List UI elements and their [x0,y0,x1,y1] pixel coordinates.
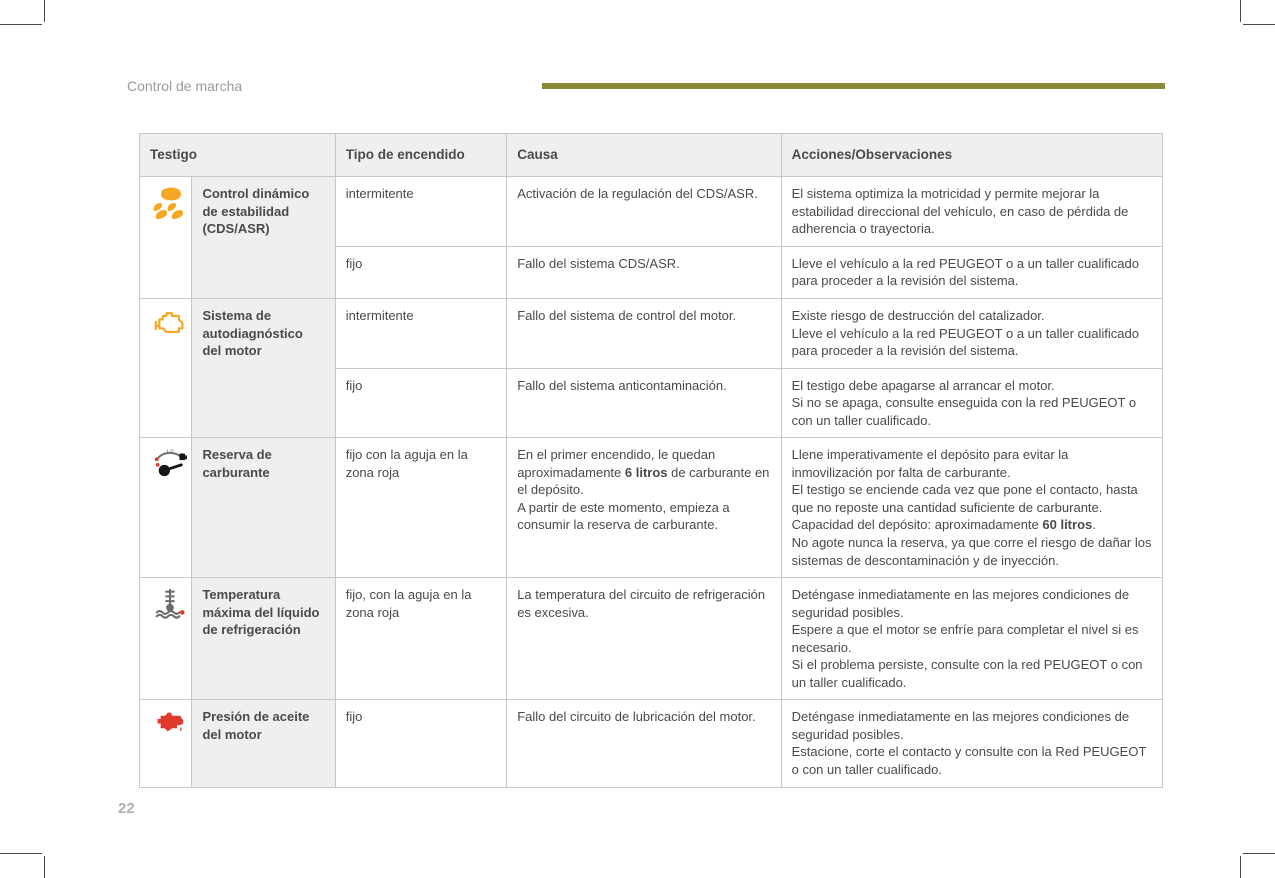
col-header-testigo: Testigo [140,134,336,177]
table-header-row: Testigo Tipo de encendido Causa Acciones… [140,134,1163,177]
header-accent-bar [542,83,1165,89]
stability-control-icon [150,185,190,221]
icon-cell [140,578,192,700]
fuel-reserve-icon: 1/2 [150,446,190,482]
table-row: Presión de aceite del motor fijo Fallo d… [140,700,1163,787]
engine-diagnostic-icon [150,307,190,343]
row-label: Reserva de carburante [192,438,335,578]
cell-type: fijo [335,368,507,438]
row-label: Presión de aceite del motor [192,700,335,787]
cell-type: intermitente [335,298,507,368]
icon-cell [140,177,192,299]
section-title: Control de marcha [127,78,262,94]
table-row: Temperatura máxima del líquido de refrig… [140,578,1163,700]
cell-type: fijo [335,700,507,787]
cell-type: fijo con la aguja en la zona roja [335,438,507,578]
icon-cell: 1/2 [140,438,192,578]
cell-cause: Fallo del sistema de control del motor. [507,298,781,368]
cell-cause: Fallo del sistema CDS/ASR. [507,246,781,298]
table-row: 1/2 Reserva de carburante fijo con la ag… [140,438,1163,578]
cell-action: Existe riesgo de destrucción del cataliz… [781,298,1162,368]
cell-cause: La temperatura del circuito de refrigera… [507,578,781,700]
cell-action: Deténgase inmediatamente en las mejores … [781,578,1162,700]
section-header: Control de marcha [127,79,1165,93]
warning-lights-table: Testigo Tipo de encendido Causa Acciones… [139,133,1163,788]
cell-cause: Activación de la regulación del CDS/ASR. [507,177,781,247]
cell-action: El testigo debe apagarse al arrancar el … [781,368,1162,438]
cell-cause: Fallo del sistema anticontaminación. [507,368,781,438]
cell-type: fijo, con la aguja en la zona roja [335,578,507,700]
coolant-temp-icon [150,586,190,622]
cell-cause: En el primer encendido, le quedan aproxi… [507,438,781,578]
svg-text:1/2: 1/2 [166,450,174,456]
col-header-causa: Causa [507,134,781,177]
cell-action: Deténgase inmediatamente en las mejores … [781,700,1162,787]
col-header-acciones: Acciones/Observaciones [781,134,1162,177]
table-row: Sistema de autodiagnóstico del motor int… [140,298,1163,368]
cell-action: Llene imperativamente el depósito para e… [781,438,1162,578]
page-content: Control de marcha Testigo Tipo de encend… [127,79,1165,788]
col-header-tipo: Tipo de encendido [335,134,507,177]
row-label: Temperatura máxima del líquido de refrig… [192,578,335,700]
row-label: Control dinámico de estabilidad (CDS/ASR… [192,177,335,299]
row-label: Sistema de autodiagnóstico del motor [192,298,335,437]
cell-cause: Fallo del circuito de lubricación del mo… [507,700,781,787]
oil-pressure-icon [150,708,190,744]
icon-cell [140,298,192,437]
cell-action: El sistema optimiza la motricidad y perm… [781,177,1162,247]
cell-type: intermitente [335,177,507,247]
table-row: Control dinámico de estabilidad (CDS/ASR… [140,177,1163,247]
icon-cell [140,700,192,787]
text-bold: 6 litros [625,465,668,480]
cell-type: fijo [335,246,507,298]
cell-action: Lleve el vehículo a la red PEUGEOT o a u… [781,246,1162,298]
text-bold: 60 litros [1042,517,1092,532]
page-number: 22 [118,800,135,817]
